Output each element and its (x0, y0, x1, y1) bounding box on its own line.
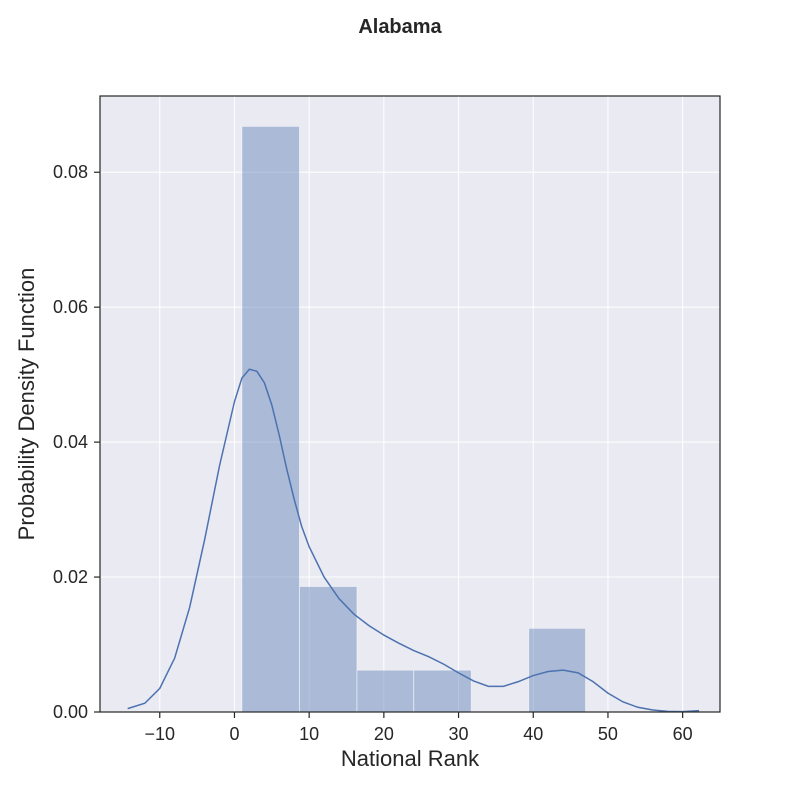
y-tick-label: 0.08 (53, 162, 88, 182)
y-tick-label: 0.04 (53, 432, 88, 452)
y-axis-label: Probability Density Function (14, 268, 39, 541)
x-tick-label: 0 (229, 724, 239, 744)
histogram-bar (413, 669, 472, 713)
x-axis-label: National Rank (341, 746, 480, 771)
x-tick-label: 60 (673, 724, 693, 744)
x-tick-label: 30 (449, 724, 469, 744)
plot-area (100, 96, 720, 712)
y-tick-label: 0.06 (53, 297, 88, 317)
y-tick-label: 0.02 (53, 567, 88, 587)
histogram-bar (356, 669, 415, 713)
histogram-bar (528, 627, 586, 713)
histogram-bars (241, 125, 586, 713)
x-tick-label: 10 (299, 724, 319, 744)
chart-title: Alabama (358, 16, 442, 38)
plot-frame (99, 95, 721, 713)
kde-line (127, 368, 700, 713)
histogram-bar (241, 125, 300, 713)
grid (100, 96, 720, 713)
x-tick-label: −10 (144, 724, 175, 744)
y-axis-ticks: 0.00 0.02 0.04 0.06 0.08 (53, 162, 100, 722)
x-tick-label: 50 (598, 724, 618, 744)
x-axis-ticks: −10 0 10 20 30 40 50 60 (144, 712, 693, 744)
x-tick-label: 40 (523, 724, 543, 744)
x-tick-label: 20 (374, 724, 394, 744)
histogram-bar (299, 586, 358, 713)
y-tick-label: 0.00 (53, 702, 88, 722)
